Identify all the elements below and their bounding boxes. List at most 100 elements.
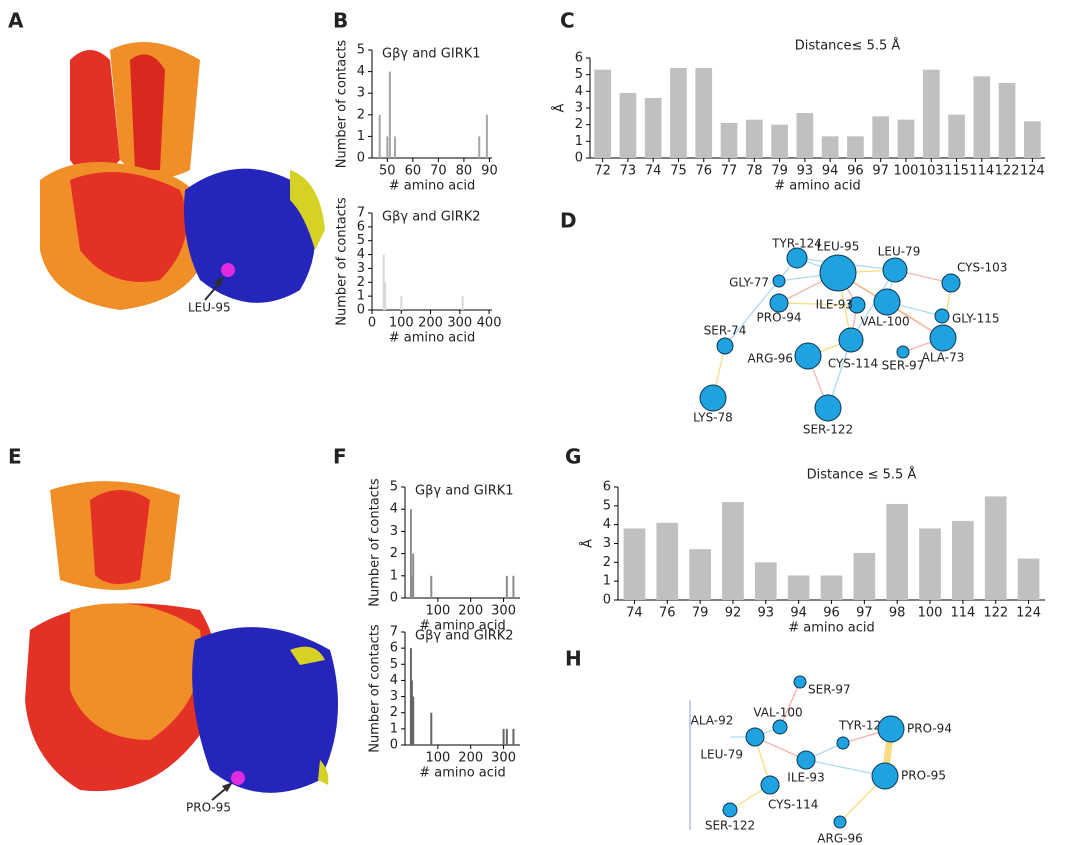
x-axis-label: # amino acid	[419, 766, 506, 781]
network-node	[896, 345, 910, 359]
x-tick-label: 50	[379, 164, 396, 179]
bar	[821, 136, 839, 158]
y-tick-label: 6	[575, 51, 583, 66]
bar	[754, 562, 777, 600]
y-tick-label: 1	[357, 289, 365, 304]
panel-label: G	[565, 445, 581, 469]
node-label: ALA-92	[691, 714, 734, 728]
y-axis-label: Number of contacts	[335, 197, 350, 326]
y-tick-label: 5	[357, 233, 365, 248]
node-label: LEU-79	[878, 245, 921, 259]
node-label: TYR-124	[838, 719, 889, 733]
bar	[984, 496, 1007, 600]
bar	[512, 728, 515, 745]
bar	[412, 696, 415, 745]
bar	[745, 119, 763, 158]
network-node	[760, 775, 780, 795]
node-label: SER-97	[882, 359, 925, 373]
node-label: GLY-77	[729, 276, 769, 290]
chart-title: Distance≤ 5.5 Å	[795, 38, 901, 54]
bar	[897, 119, 915, 158]
bar	[410, 680, 413, 745]
bar	[382, 254, 385, 310]
network-node	[929, 324, 957, 352]
bar	[656, 522, 679, 600]
y-tick-label: 5	[575, 67, 583, 82]
bar	[623, 528, 646, 600]
bar	[386, 136, 389, 158]
x-tick-label: 79	[692, 606, 709, 621]
network-node	[819, 254, 857, 292]
y-tick-label: 0	[390, 738, 398, 753]
bar	[409, 509, 412, 598]
y-tick-label: 2	[390, 705, 398, 720]
x-tick-label: 75	[670, 164, 687, 179]
x-tick-label: 74	[645, 164, 662, 179]
network-node	[786, 247, 808, 269]
network-node	[745, 727, 765, 747]
y-tick-label: 3	[603, 536, 611, 551]
y-axis-label: Å	[580, 539, 596, 548]
panel-label: E	[8, 445, 22, 469]
y-tick-label: 3	[575, 101, 583, 116]
residue-label: LEU-95	[188, 301, 231, 315]
chart-title: Distance ≤ 5.5 Å	[807, 467, 917, 483]
bar	[644, 98, 662, 158]
y-tick-label: 2	[390, 546, 398, 561]
network-node	[833, 815, 847, 829]
bar	[973, 76, 991, 158]
x-tick-label: 100	[918, 606, 943, 621]
bar	[998, 83, 1016, 158]
x-tick-label: 72	[594, 164, 611, 179]
bar	[619, 93, 637, 158]
residue-label: PRO-95	[186, 801, 231, 815]
bar	[948, 114, 965, 158]
bar	[594, 69, 611, 158]
bar	[886, 503, 909, 600]
node-label: CYS-103	[957, 261, 1007, 275]
bar	[485, 114, 488, 158]
y-tick-label: 0	[575, 151, 583, 166]
y-tick-label: 7	[390, 625, 398, 640]
bar	[378, 114, 381, 158]
bar	[787, 575, 810, 600]
chart-title: Gβγ and GIRK1	[415, 484, 514, 499]
y-tick-label: 0	[603, 593, 611, 608]
x-axis-label: # amino acid	[389, 179, 476, 194]
y-tick-label: 0	[390, 591, 398, 606]
x-tick-label: 94	[790, 606, 807, 621]
chart-title: Gβγ and GIRK2	[382, 210, 481, 225]
y-tick-label: 3	[390, 524, 398, 539]
bar	[393, 136, 396, 158]
y-tick-label: 5	[390, 480, 398, 495]
node-label: LYS-78	[693, 411, 733, 425]
y-tick-label: 4	[390, 502, 398, 517]
network-node	[934, 308, 950, 324]
y-axis-label: Å	[552, 103, 568, 112]
x-tick-label: 100	[894, 164, 919, 179]
node-label: SER-74	[704, 324, 747, 338]
network-node	[794, 342, 822, 370]
x-tick-label: 200	[458, 751, 483, 766]
network-node	[838, 327, 864, 353]
x-tick-label: 122	[983, 606, 1008, 621]
x-tick-label: 300	[447, 316, 472, 331]
x-axis-label: # amino acid	[389, 331, 476, 346]
network-edge	[778, 302, 858, 306]
y-tick-label: 3	[357, 261, 365, 276]
bar	[461, 296, 464, 310]
x-tick-label: 90	[481, 164, 498, 179]
node-label: ILE-93	[816, 298, 853, 312]
x-tick-label: 100	[389, 316, 414, 331]
bar	[695, 68, 713, 158]
bar	[919, 528, 941, 600]
bar	[505, 575, 508, 598]
network-node	[699, 384, 727, 412]
panel-label: H	[565, 647, 582, 671]
network-node	[871, 762, 899, 790]
bar	[430, 712, 433, 745]
x-tick-label: 92	[725, 606, 742, 621]
x-tick-label: 114	[969, 164, 994, 179]
network-node	[877, 715, 905, 743]
